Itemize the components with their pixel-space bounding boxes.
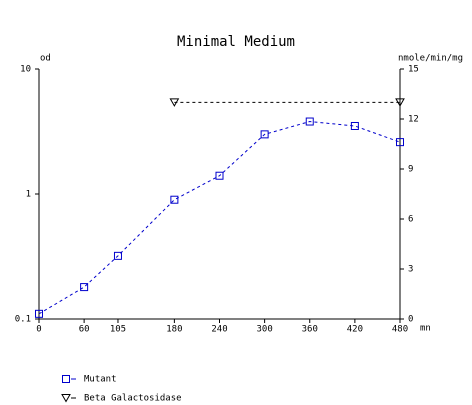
x-tick-label: 420 xyxy=(347,325,363,335)
y2-tick-label: 12 xyxy=(408,115,419,125)
x-tick-label: 480 xyxy=(392,325,408,335)
marker xyxy=(113,251,122,260)
x-axis-label: mn xyxy=(420,324,431,334)
legend-marker xyxy=(62,375,70,383)
y-tick-label: 0.1 xyxy=(15,315,31,325)
y-axis-label: od xyxy=(40,54,51,64)
x-tick-label: 180 xyxy=(166,325,182,335)
marker xyxy=(350,121,359,130)
x-tick-label: 60 xyxy=(79,325,90,335)
x-tick-label: 360 xyxy=(302,325,318,335)
x-tick-label: 240 xyxy=(211,325,227,335)
x-tick-label: 0 xyxy=(36,325,41,335)
x-tick-label: 105 xyxy=(110,325,126,335)
y-tick-label: 10 xyxy=(20,65,31,75)
marker xyxy=(169,98,180,107)
y-tick-label: 1 xyxy=(26,190,31,200)
marker xyxy=(35,309,43,318)
marker xyxy=(170,195,179,204)
marker xyxy=(396,138,404,147)
marker xyxy=(260,130,269,139)
legend-marker xyxy=(61,394,71,403)
y2-tick-label: 15 xyxy=(408,65,419,75)
chart-title: Minimal Medium xyxy=(177,34,295,50)
legend-label: Beta Galactosidase xyxy=(84,394,182,404)
x-tick-label: 300 xyxy=(256,325,272,335)
y2-tick-label: 0 xyxy=(408,315,413,325)
y2-axis-label: nmole/min/mg xyxy=(398,54,463,64)
marker xyxy=(215,171,224,180)
y2-tick-label: 3 xyxy=(408,265,413,275)
marker xyxy=(395,98,405,107)
marker xyxy=(305,117,314,126)
series-line xyxy=(38,121,401,315)
marker xyxy=(80,283,89,292)
y2-tick-label: 9 xyxy=(408,165,413,175)
legend-label: Mutant xyxy=(84,375,117,385)
y2-tick-label: 6 xyxy=(408,215,413,225)
